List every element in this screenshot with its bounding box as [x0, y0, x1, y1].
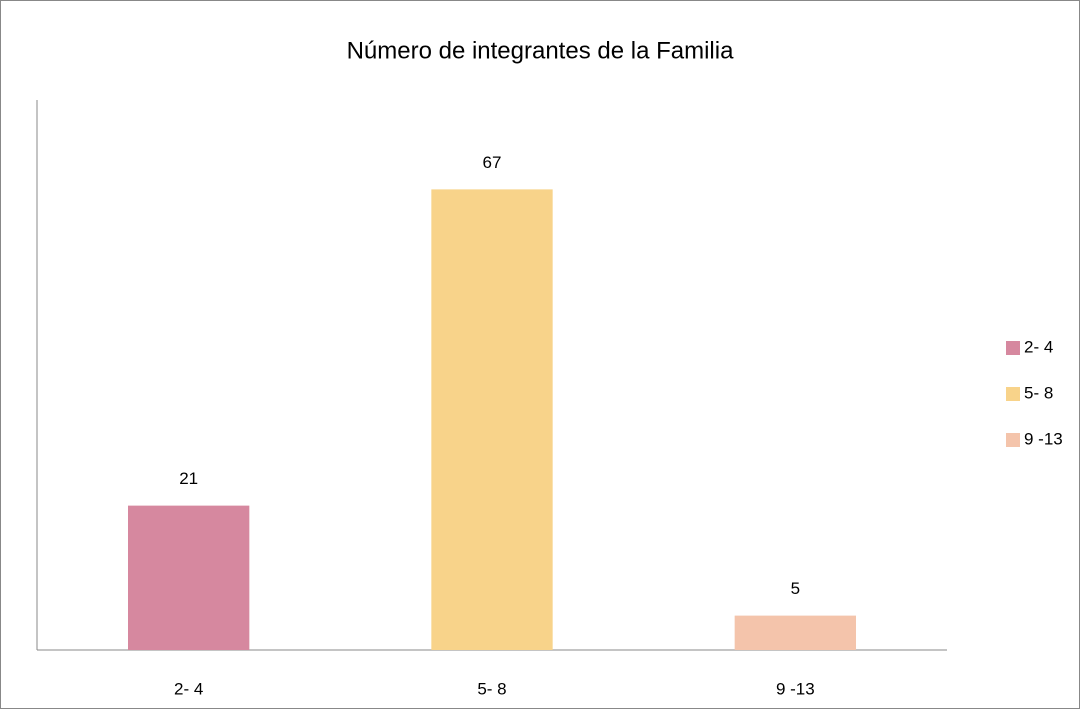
x-tick-label: 5- 8	[477, 679, 506, 698]
legend-swatch	[1006, 387, 1020, 401]
legend-label: 9 -13	[1024, 429, 1063, 448]
x-tick-label: 2- 4	[174, 679, 203, 698]
legend-label: 5- 8	[1024, 383, 1053, 402]
bar	[431, 189, 553, 650]
legend-swatch	[1006, 341, 1020, 355]
value-label: 67	[483, 153, 502, 172]
legend-swatch	[1006, 433, 1020, 447]
chart-title: Número de integrantes de la Familia	[347, 37, 735, 64]
value-label: 5	[791, 579, 800, 598]
value-label: 21	[179, 469, 198, 488]
legend-label: 2- 4	[1024, 337, 1053, 356]
x-tick-label: 9 -13	[776, 679, 815, 698]
bar	[734, 615, 856, 650]
bar	[128, 505, 250, 650]
